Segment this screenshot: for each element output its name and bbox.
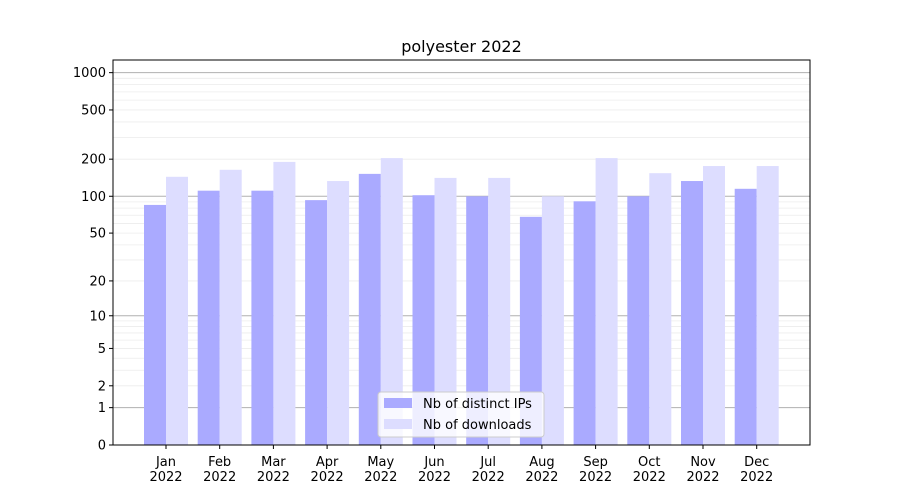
y-tick-label: 200 xyxy=(81,153,106,168)
bar-downloads xyxy=(649,173,672,445)
x-tick-label: Oct xyxy=(638,455,660,470)
y-tick-label: 10 xyxy=(89,309,106,324)
y-tick-label: 5 xyxy=(98,342,106,357)
x-tick-label: 2022 xyxy=(257,470,290,485)
bars xyxy=(144,158,779,446)
x-axis: Jan2022Feb2022Mar2022Apr2022May2022Jun20… xyxy=(149,445,773,485)
bar-downloads xyxy=(488,177,511,446)
y-tick-label: 1 xyxy=(98,401,106,416)
bar-downloads xyxy=(703,166,725,445)
x-tick-label: 2022 xyxy=(364,470,397,485)
bar-distinct-ips xyxy=(251,190,274,445)
x-tick-label: 2022 xyxy=(472,470,505,485)
bar-distinct-ips xyxy=(412,195,435,445)
x-tick-label: 2022 xyxy=(633,470,666,485)
bar-downloads xyxy=(166,176,188,445)
bar-downloads xyxy=(595,158,618,446)
x-tick-label: 2022 xyxy=(311,470,344,485)
legend-label-ips: Nb of distinct IPs xyxy=(423,397,532,412)
bar-downloads xyxy=(380,158,403,446)
x-tick-label: Mar xyxy=(261,455,286,470)
x-tick-label: 2022 xyxy=(740,470,773,485)
x-tick-label: 2022 xyxy=(418,470,451,485)
x-tick-label: 2022 xyxy=(686,470,719,485)
bar-distinct-ips xyxy=(197,190,220,445)
y-tick-label: 20 xyxy=(89,274,106,289)
bar-distinct-ips xyxy=(573,201,596,445)
x-tick-label: Jul xyxy=(479,455,496,470)
y-tick-label: 1000 xyxy=(73,66,106,81)
x-tick-label: Jan xyxy=(155,455,176,470)
bar-downloads xyxy=(756,166,779,445)
x-tick-label: Sep xyxy=(583,455,608,470)
chart-title: polyester 2022 xyxy=(401,37,522,56)
x-tick-label: Feb xyxy=(208,455,231,470)
legend-box xyxy=(377,391,545,438)
x-tick-label: 2022 xyxy=(525,470,558,485)
y-tick-label: 50 xyxy=(89,227,106,242)
bar-distinct-ips xyxy=(627,196,650,445)
bar-distinct-ips xyxy=(681,181,703,445)
y-tick-label: 500 xyxy=(81,103,106,118)
bar-distinct-ips xyxy=(305,200,328,445)
x-tick-label: 2022 xyxy=(579,470,612,485)
y-tick-label: 0 xyxy=(98,439,106,454)
bar-downloads xyxy=(541,196,564,445)
y-tick-label: 2 xyxy=(98,379,106,394)
bar-downloads xyxy=(273,161,296,445)
legend: Nb of distinct IPs Nb of downloads xyxy=(377,391,545,438)
y-tick-label: 100 xyxy=(81,190,106,205)
bar-distinct-ips xyxy=(519,216,542,445)
y-axis: 0 1 2 5 10 20 50 100 200 500 1000 xyxy=(73,66,113,454)
x-tick-label: May xyxy=(367,455,394,470)
x-tick-label: Nov xyxy=(690,455,716,470)
bar-downloads xyxy=(327,181,350,445)
bar-distinct-ips xyxy=(358,173,381,445)
bar-distinct-ips xyxy=(734,188,757,445)
legend-swatch-downloads xyxy=(384,419,412,429)
bar-distinct-ips xyxy=(466,196,489,445)
x-tick-label: Dec xyxy=(744,455,769,470)
x-tick-label: 2022 xyxy=(149,470,182,485)
x-tick-label: Aug xyxy=(529,455,554,470)
bar-downloads xyxy=(434,177,457,446)
legend-label-downloads: Nb of downloads xyxy=(423,418,532,433)
x-tick-label: 2022 xyxy=(203,470,236,485)
plot-frame xyxy=(112,59,811,446)
x-tick-label: Apr xyxy=(316,455,339,470)
x-tick-label: Jun xyxy=(423,455,444,470)
bar-distinct-ips xyxy=(144,204,166,445)
bar-downloads xyxy=(219,169,242,445)
legend-swatch-ips xyxy=(384,398,412,408)
